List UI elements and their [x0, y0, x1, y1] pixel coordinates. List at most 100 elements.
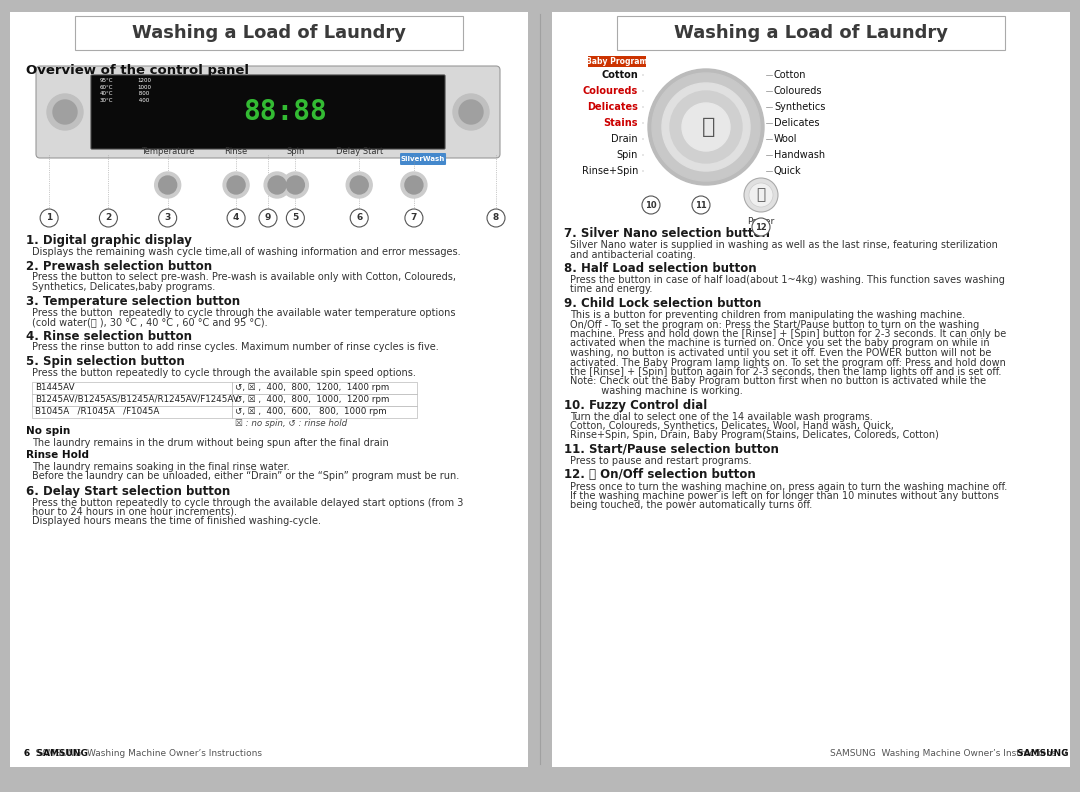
Text: 10: 10	[645, 200, 657, 210]
Text: 9. Child Lock selection button: 9. Child Lock selection button	[564, 297, 761, 310]
Text: Synthetics: Synthetics	[774, 102, 825, 112]
Text: 7: 7	[410, 214, 417, 223]
Text: SilverWash: SilverWash	[401, 156, 445, 162]
Text: ⏯: ⏯	[702, 117, 716, 137]
Text: B1445AV: B1445AV	[35, 383, 75, 392]
Circle shape	[487, 209, 505, 227]
Text: Rinse Hold: Rinse Hold	[26, 451, 89, 460]
Text: ↺, ☒ ,  400,  800,  1000,  1200 rpm: ↺, ☒ , 400, 800, 1000, 1200 rpm	[235, 395, 390, 404]
Text: Cotton, Coloureds, Synthetics, Delicates, Wool, Hand wash, Quick,: Cotton, Coloureds, Synthetics, Delicates…	[570, 421, 894, 431]
Text: 3. Temperature selection button: 3. Temperature selection button	[26, 295, 240, 307]
Text: Wool: Wool	[774, 134, 797, 144]
Circle shape	[459, 100, 483, 124]
Text: Turn the dial to select one of the 14 available wash programs.: Turn the dial to select one of the 14 av…	[570, 412, 873, 421]
Text: 88:88: 88:88	[244, 98, 327, 126]
Text: 95°C
60°C
40°C
30°C: 95°C 60°C 40°C 30°C	[100, 78, 113, 103]
Text: Cotton: Cotton	[602, 70, 638, 80]
Text: Press the button  repeatedly to cycle through the available water temperature op: Press the button repeatedly to cycle thr…	[32, 307, 456, 318]
FancyBboxPatch shape	[617, 16, 1005, 50]
Circle shape	[350, 209, 368, 227]
Text: 6  SAMSUNG  Washing Machine Owner’s Instructions: 6 SAMSUNG Washing Machine Owner’s Instru…	[24, 749, 262, 758]
Circle shape	[744, 178, 778, 212]
Text: ↺, ☒ ,  400,  800,  1200,  1400 rpm: ↺, ☒ , 400, 800, 1200, 1400 rpm	[235, 383, 389, 392]
Text: time and energy.: time and energy.	[570, 284, 652, 295]
FancyBboxPatch shape	[400, 153, 446, 165]
Text: 1200
1000
 800
 400: 1200 1000 800 400	[137, 78, 151, 103]
Text: Displays the remaining wash cycle time,all of washing information and error mess: Displays the remaining wash cycle time,a…	[32, 247, 461, 257]
Text: and antibacterial coating.: and antibacterial coating.	[570, 249, 696, 260]
Text: Silver Nano water is supplied in washing as well as the last rinse, featuring st: Silver Nano water is supplied in washing…	[570, 240, 998, 250]
Circle shape	[48, 94, 83, 130]
Circle shape	[670, 91, 742, 163]
Circle shape	[259, 209, 276, 227]
Text: Delicates: Delicates	[588, 102, 638, 112]
Text: This is a button for preventing children from manipulating the washing machine.: This is a button for preventing children…	[570, 310, 966, 320]
Text: Before the laundry can be unloaded, either “Drain” or the “Spin” program must be: Before the laundry can be unloaded, eith…	[32, 471, 459, 481]
Bar	[32, 394, 232, 406]
Circle shape	[282, 172, 309, 198]
Text: 4. Rinse selection button: 4. Rinse selection button	[26, 329, 192, 342]
Circle shape	[265, 172, 291, 198]
Text: 6: 6	[356, 214, 362, 223]
Text: Synthetics, Delicates,baby programs.: Synthetics, Delicates,baby programs.	[32, 282, 215, 292]
Text: The laundry remains in the drum without being spun after the final drain: The laundry remains in the drum without …	[32, 437, 389, 447]
Text: Stains: Stains	[604, 118, 638, 128]
Circle shape	[159, 176, 177, 194]
Circle shape	[224, 172, 249, 198]
Text: 6. Delay Start selection button: 6. Delay Start selection button	[26, 485, 230, 497]
FancyBboxPatch shape	[91, 75, 445, 149]
Text: 8: 8	[492, 214, 499, 223]
Text: being touched, the power automatically turns off.: being touched, the power automatically t…	[570, 501, 812, 511]
Circle shape	[99, 209, 118, 227]
Text: Note: Check out the Baby Program button first when no button is activated while : Note: Check out the Baby Program button …	[570, 376, 986, 386]
Circle shape	[662, 83, 750, 171]
Text: Spin: Spin	[617, 150, 638, 160]
Text: Delicates: Delicates	[774, 118, 820, 128]
Bar	[232, 406, 417, 417]
Text: The laundry remains soaking in the final rinse water.: The laundry remains soaking in the final…	[32, 462, 289, 471]
Text: Delay Start: Delay Start	[336, 147, 382, 156]
Text: Washing a Load of Laundry: Washing a Load of Laundry	[132, 24, 406, 42]
Text: Displayed hours means the time of finished washing-cycle.: Displayed hours means the time of finish…	[32, 516, 321, 527]
Text: 3: 3	[164, 214, 171, 223]
Text: Rinse+Spin, Spin, Drain, Baby Program(Stains, Delicates, Coloreds, Cotton): Rinse+Spin, Spin, Drain, Baby Program(St…	[570, 431, 939, 440]
Text: Baby Program: Baby Program	[586, 57, 648, 66]
Text: Drain: Drain	[611, 134, 638, 144]
Text: 9: 9	[265, 214, 271, 223]
Text: 1. Digital graphic display: 1. Digital graphic display	[26, 234, 192, 247]
Text: (cold water(ⓡ ), 30 °C , 40 °C , 60 °C and 95 °C).: (cold water(ⓡ ), 30 °C , 40 °C , 60 °C a…	[32, 317, 268, 327]
Circle shape	[642, 196, 660, 214]
Text: Press once to turn the washing machine on, press again to turn the washing machi: Press once to turn the washing machine o…	[570, 482, 1008, 492]
Text: 12. ⓞ On/Off selection button: 12. ⓞ On/Off selection button	[564, 469, 756, 482]
Bar	[232, 382, 417, 394]
Text: Rinse+Spin: Rinse+Spin	[582, 166, 638, 176]
Bar	[588, 56, 646, 67]
Text: On/Off - To set the program on: Press the Start/Pause button to turn on the wash: On/Off - To set the program on: Press th…	[570, 319, 980, 329]
Text: 11. Start/Pause selection button: 11. Start/Pause selection button	[564, 443, 779, 456]
Circle shape	[401, 172, 427, 198]
Circle shape	[752, 218, 770, 236]
Circle shape	[286, 176, 305, 194]
Text: activated. The Baby Program lamp lights on. To set the program off: Press and ho: activated. The Baby Program lamp lights …	[570, 357, 1005, 367]
Text: Quick: Quick	[774, 166, 801, 176]
Text: SAMSUNG: SAMSUNG	[963, 749, 1068, 758]
Text: washing, no button is activated until you set it off. Even the POWER button will: washing, no button is activated until yo…	[570, 348, 991, 358]
Text: Spin: Spin	[286, 147, 305, 156]
Text: 11: 11	[696, 200, 707, 210]
Text: Temperature: Temperature	[140, 147, 194, 156]
Text: 1: 1	[46, 214, 52, 223]
Bar	[232, 394, 417, 406]
Text: 4: 4	[233, 214, 240, 223]
Circle shape	[405, 209, 423, 227]
Text: 10. Fuzzy Control dial: 10. Fuzzy Control dial	[564, 398, 707, 412]
Text: B1045A   /R1045A   /F1045A: B1045A /R1045A /F1045A	[35, 407, 160, 416]
Text: SAMSUNG  Washing Machine Owner’s Instructions  7: SAMSUNG Washing Machine Owner’s Instruct…	[831, 749, 1068, 758]
Circle shape	[53, 100, 77, 124]
Text: Press the button repeatedly to cycle through the available delayed start options: Press the button repeatedly to cycle thr…	[32, 497, 463, 508]
Text: 5. Spin selection button: 5. Spin selection button	[26, 355, 185, 368]
Circle shape	[227, 209, 245, 227]
Text: washing machine is working.: washing machine is working.	[570, 386, 743, 396]
Text: Washing a Load of Laundry: Washing a Load of Laundry	[674, 24, 948, 42]
Bar	[32, 382, 232, 394]
Circle shape	[652, 73, 760, 181]
